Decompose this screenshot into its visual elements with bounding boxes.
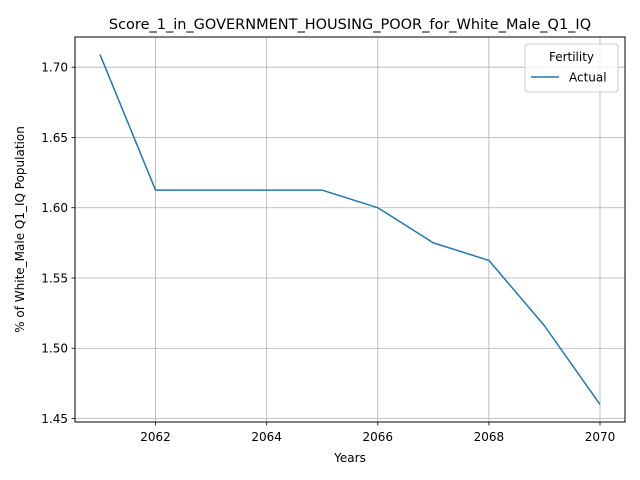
y-tick-label: 1.60 (41, 201, 68, 215)
series-lines (99, 54, 601, 405)
chart-title: Score_1_in_GOVERNMENT_HOUSING_POOR_for_W… (109, 17, 591, 33)
legend-title: Fertility (549, 50, 594, 64)
series-line-actual (99, 54, 601, 405)
x-axis-title: Years (333, 451, 366, 465)
x-tick-label: 2064 (251, 430, 282, 444)
y-axis-ticks: 1.45 1.50 1.55 1.60 1.65 1.70 (41, 61, 75, 426)
legend-label-actual: Actual (569, 71, 607, 85)
x-tick-label: 2062 (140, 430, 171, 444)
y-tick-label: 1.55 (41, 271, 68, 285)
legend-box (524, 43, 619, 93)
x-axis-ticks: 2062 2064 2066 2068 2070 (140, 422, 615, 444)
axes-frame (74, 36, 626, 423)
y-tick-label: 1.50 (41, 342, 68, 356)
y-tick-label: 1.65 (41, 131, 68, 145)
legend: Fertility Actual (524, 43, 619, 93)
y-tick-label: 1.45 (41, 412, 68, 426)
y-tick-label: 1.70 (41, 61, 68, 75)
y-axis-title: % of White_Male Q1_IQ Population (13, 126, 27, 333)
x-tick-label: 2068 (474, 430, 505, 444)
x-tick-label: 2070 (585, 430, 616, 444)
x-tick-label: 2066 (363, 430, 394, 444)
